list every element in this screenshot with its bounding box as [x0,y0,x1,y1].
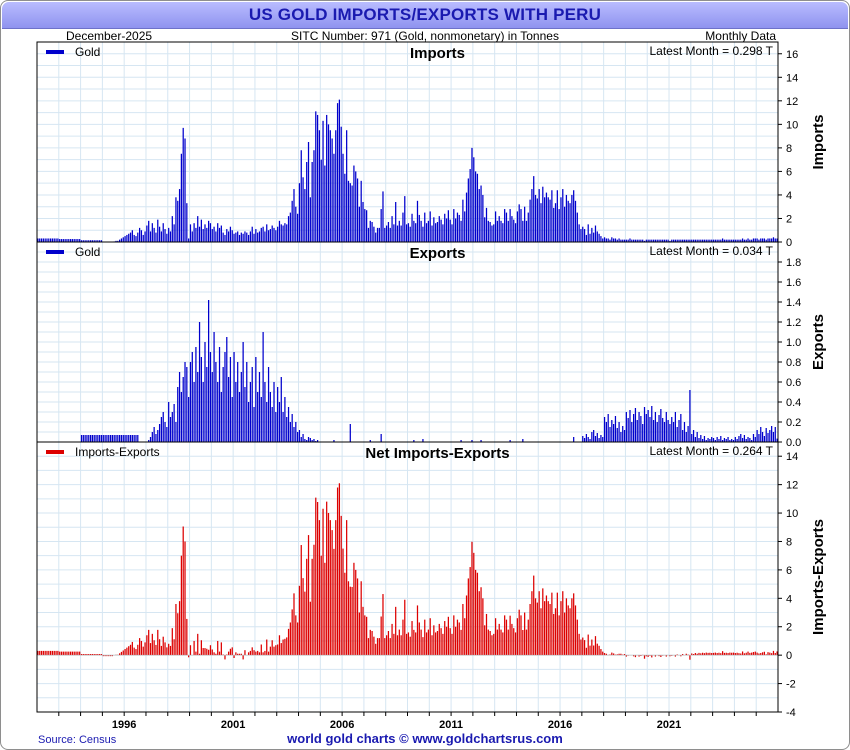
y-axis-label: Imports-Exports [810,519,827,635]
x-tick-label: 2001 [221,719,245,731]
legend-label: Gold [75,45,100,59]
panel-title: Exports [410,245,466,262]
y-tick-label: 4 [786,593,792,605]
source-label: Source: Census [38,734,117,746]
y-tick-label: -2 [786,679,796,691]
y-tick-label: 0.4 [786,397,801,409]
y-tick-label: 10 [786,508,798,520]
x-tick-label: 2011 [439,719,463,731]
y-tick-label: 14 [786,451,798,463]
y-tick-label: 2 [786,622,792,634]
x-tick-label: 1996 [112,719,136,731]
legend-label: Imports-Exports [75,445,160,459]
y-tick-label: 1.6 [786,277,801,289]
latest-month-label: Latest Month = 0.298 T [649,44,773,58]
y-tick-label: -4 [786,707,796,719]
y-tick-label: 1.2 [786,317,801,329]
report-date: December-2025 [66,29,153,43]
latest-month-label: Latest Month = 0.034 T [649,244,773,258]
credit-label: world gold charts © www.goldchartsrus.co… [287,731,563,746]
y-tick-label: 0.0 [786,437,801,449]
legend-label: Gold [75,245,100,259]
y-tick-label: 1.8 [786,257,801,269]
y-tick-label: 2 [786,213,792,225]
y-tick-label: 6 [786,166,792,178]
y-tick-label: 12 [786,480,798,492]
frequency-label: Monthly Data [705,29,776,43]
y-tick-label: 12 [786,96,798,108]
y-tick-label: 6 [786,565,792,577]
y-tick-label: 0.8 [786,357,801,369]
y-tick-label: 0 [786,237,792,249]
y-tick-label: 14 [786,72,798,84]
x-tick-label: 2021 [657,719,681,731]
latest-month-label: Latest Month = 0.264 T [649,444,773,458]
y-tick-label: 1.4 [786,297,801,309]
title-bar: US GOLD IMPORTS/EXPORTS WITH PERU [2,2,848,29]
y-tick-label: 1.0 [786,337,801,349]
y-tick-label: 8 [786,536,792,548]
x-tick-label: 2016 [548,719,572,731]
sitc-label: SITC Number: 971 (Gold, nonmonetary) in … [291,29,559,43]
y-tick-label: 4 [786,190,792,202]
y-tick-label: 10 [786,119,798,131]
chart-title: US GOLD IMPORTS/EXPORTS WITH PERU [248,5,602,24]
x-tick-label: 2006 [330,719,354,731]
y-tick-label: 8 [786,143,792,155]
y-axis-label: Exports [810,314,827,370]
y-tick-label: 16 [786,49,798,61]
y-axis-label: Imports [810,114,827,169]
y-tick-label: 0 [786,650,792,662]
panel-title: Imports [410,45,465,62]
y-tick-label: 0.6 [786,377,801,389]
panel-title: Net Imports-Exports [365,445,509,462]
y-tick-label: 0.2 [786,417,801,429]
